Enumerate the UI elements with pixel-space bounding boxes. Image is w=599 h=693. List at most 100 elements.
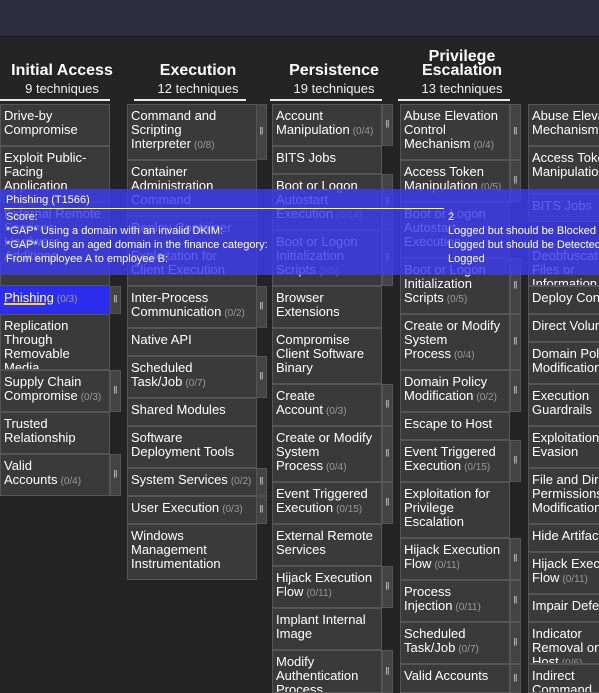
technique-command-and-scripting-interpreter[interactable]: Command and Scripting Interpreter (0/8) — [127, 104, 257, 160]
technique-create-or-modify-system-process[interactable]: Create or Modify System Process (0/4) — [272, 426, 382, 482]
expand-subtechniques-handle[interactable] — [510, 104, 521, 160]
technique-event-triggered-execution[interactable]: Event Triggered Execution (0/15) — [400, 440, 510, 482]
technique-replication-through-removable-media[interactable]: Replication Through Removable Media — [0, 314, 110, 370]
technique-name: Indirect Command Execution — [532, 668, 592, 693]
technique-shared-modules[interactable]: Shared Modules — [127, 398, 257, 426]
expand-subtechniques-handle[interactable] — [382, 566, 393, 608]
expand-subtechniques-handle[interactable] — [382, 426, 393, 482]
technique-execution-guardrails[interactable]: Execution Guardrails — [528, 384, 599, 426]
technique-file-and-directory-permissions-modification[interactable]: File and Directory Permissions Modificat… — [528, 468, 599, 524]
technique-abuse-elevation-control-mechanism[interactable]: Abuse Elevation Control Mechanism (0/4) — [400, 104, 510, 160]
technique-windows-management-instrumentation[interactable]: Windows Management Instrumentation — [127, 524, 257, 580]
expand-subtechniques-handle[interactable] — [510, 314, 521, 370]
technique-name: Indicator Removal on Host — [532, 626, 599, 664]
expand-subtechniques-handle[interactable] — [510, 538, 521, 580]
technique-abuse-elevation-mechanism[interactable]: Abuse Elevation Mechanism — [528, 104, 599, 146]
subtechnique-count: (0/7) — [458, 644, 479, 655]
technique-account-manipulation[interactable]: Account Manipulation (0/4) — [272, 104, 382, 146]
technique-event-triggered-execution[interactable]: Event Triggered Execution (0/15) — [272, 482, 382, 524]
expand-subtechniques-handle[interactable] — [382, 482, 393, 524]
technique-phishing[interactable]: Phishing (0/3) — [0, 286, 110, 314]
technique-column-defense-evasion: Abuse Elevation Mechanism Access Token M… — [527, 0, 599, 693]
tooltip-comment-value: Logged but should be Detected — [448, 239, 599, 251]
technique-name: Software Deployment Tools — [131, 430, 235, 459]
tactic-title-line2[interactable]: Escalation — [421, 62, 503, 79]
technique-exploitation-for-privilege-escalation[interactable]: Exploitation for Privilege Escalation — [400, 482, 510, 538]
technique-exploitation-for-defense-evasion[interactable]: Exploitation Evasion — [528, 426, 599, 468]
technique-implant-internal-image[interactable]: Implant Internal Image — [272, 608, 382, 650]
expand-subtechniques-handle[interactable] — [256, 356, 267, 398]
technique-inter-process-communication[interactable]: Inter-Process Communication (0/2) — [127, 286, 257, 328]
expand-subtechniques-handle[interactable] — [382, 384, 393, 426]
technique-escape-to-host[interactable]: Escape to Host — [400, 412, 510, 440]
technique-valid-accounts[interactable]: Valid Accounts — [400, 664, 510, 693]
technique-trusted-relationship[interactable]: Trusted Relationship — [0, 412, 110, 454]
expand-subtechniques-handle[interactable] — [510, 440, 521, 482]
expand-subtechniques-handle[interactable] — [256, 104, 267, 160]
technique-native-api[interactable]: Native API — [127, 328, 257, 356]
technique-scheduled-task-job[interactable]: Scheduled Task/Job (0/7) — [127, 356, 257, 398]
technique-name: Access Token Manipulation — [532, 150, 599, 179]
expand-subtechniques-handle[interactable] — [110, 370, 121, 412]
expand-subtechniques-handle[interactable] — [256, 496, 267, 524]
tactic-technique-count: 19 techniques — [293, 81, 375, 96]
technique-scheduled-task-job[interactable]: Scheduled Task/Job (0/7) — [400, 622, 510, 664]
technique-process-injection[interactable]: Process Injection (0/11) — [400, 580, 510, 622]
expand-subtechniques-handle[interactable] — [510, 622, 521, 664]
expand-subtechniques-handle[interactable] — [256, 468, 267, 496]
technique-compromise-client-software-binary[interactable]: Compromise Client Software Binary — [272, 328, 382, 384]
subtechnique-count: (0/11) — [455, 602, 481, 613]
subtechnique-count: (0/11) — [434, 560, 460, 571]
technique-software-deployment-tools[interactable]: Software Deployment Tools — [127, 426, 257, 468]
technique-indirect-command-execution[interactable]: Indirect Command Execution — [528, 664, 599, 693]
tactic-technique-count: 12 techniques — [157, 81, 239, 96]
tooltip-score-value: 2 — [448, 211, 455, 223]
tactic-title-line1[interactable]: Privilege — [428, 48, 496, 65]
expand-subtechniques-handle[interactable] — [510, 370, 521, 412]
technique-user-execution[interactable]: User Execution (0/3) — [127, 496, 257, 524]
technique-domain-policy-modification[interactable]: Domain Policy Modification — [528, 342, 599, 384]
technique-external-remote-services[interactable]: External Remote Services — [272, 524, 382, 566]
technique-name: Create Account — [276, 388, 323, 417]
expand-subtechniques-handle[interactable] — [110, 454, 121, 496]
technique-name: Exploitation Evasion — [532, 430, 599, 459]
expand-subtechniques-handle[interactable] — [510, 664, 521, 693]
technique-hijack-execution-flow[interactable]: Hijack Execution Flow(0/11) — [528, 552, 599, 594]
technique-name: Impair Defenses — [532, 598, 599, 613]
technique-hijack-execution-flow[interactable]: Hijack Execution Flow(0/11) — [272, 566, 382, 608]
technique-name: System Services — [131, 472, 228, 487]
technique-name: File and Directory Permissions Modificat… — [532, 472, 599, 515]
tactic-title[interactable]: Execution — [159, 62, 237, 79]
technique-bits-jobs[interactable]: BITS Jobs — [272, 146, 382, 174]
expand-subtechniques-handle[interactable] — [256, 286, 267, 328]
tactic-title[interactable]: Initial Access — [11, 62, 113, 79]
technique-system-services[interactable]: System Services (0/2) — [127, 468, 257, 496]
tactic-title[interactable]: Persistence — [289, 62, 379, 79]
technique-access-token-manipulation[interactable]: Access Token Manipulation — [528, 146, 599, 194]
technique-supply-chain-compromise[interactable]: Supply Chain Compromise (0/3) — [0, 370, 110, 412]
expand-subtechniques-handle[interactable] — [382, 104, 393, 146]
technique-create-or-modify-system-process[interactable]: Create or Modify System Process (0/4) — [400, 314, 510, 370]
technique-browser-extensions[interactable]: Browser Extensions — [272, 286, 382, 328]
subtechnique-count: (0/3) — [222, 504, 243, 515]
technique-hijack-execution-flow[interactable]: Hijack Execution Flow(0/11) — [400, 538, 510, 580]
expand-subtechniques-handle[interactable] — [510, 580, 521, 622]
technique-name: Escape to Host — [404, 416, 493, 431]
expand-subtechniques-handle[interactable] — [382, 650, 393, 693]
technique-drive-by-compromise[interactable]: Drive-by Compromise — [0, 104, 110, 146]
technique-modify-authentication-process[interactable]: Modify Authentication Process — [272, 650, 382, 693]
tactic-divider — [270, 99, 382, 101]
technique-valid-accounts[interactable]: Valid Accounts (0/4) — [0, 454, 110, 496]
technique-indicator-removal-on-host[interactable]: Indicator Removal on Host (0/6) — [528, 622, 599, 664]
technique-create-account[interactable]: Create Account (0/3) — [272, 384, 382, 426]
technique-direct-volume-access[interactable]: Direct Volume — [528, 314, 599, 342]
technique-impair-defenses[interactable]: Impair Defenses — [528, 594, 599, 622]
technique-deploy-container[interactable]: Deploy Container — [528, 286, 599, 314]
technique-name: Valid Accounts — [4, 458, 58, 487]
technique-domain-policy-modification[interactable]: Domain Policy Modification (0/2) — [400, 370, 510, 412]
technique-hide-artifacts[interactable]: Hide Artifacts — [528, 524, 599, 552]
technique-name: User Execution — [131, 500, 220, 515]
technique-name: Hijack Execution Flow — [532, 556, 599, 585]
technique-name: Inter-Process Communication — [131, 290, 222, 319]
expand-subtechniques-handle[interactable] — [110, 286, 121, 314]
